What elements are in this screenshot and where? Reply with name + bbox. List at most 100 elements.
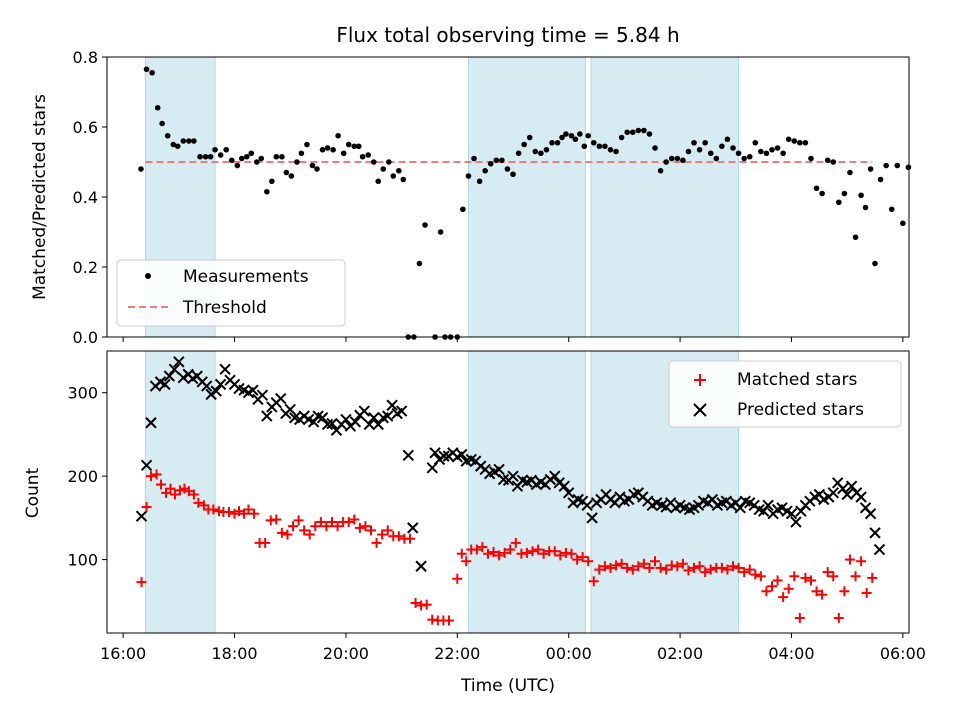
top-y-axis-title: Matched/Predicted stars (30, 94, 50, 300)
predicted-star-point (845, 480, 858, 492)
predicted-star-point (135, 510, 148, 522)
measurement-point (607, 146, 614, 153)
predicted-star-point (762, 499, 774, 512)
matched-star-point (739, 567, 750, 578)
measurement-point (652, 145, 658, 151)
bottom-xtick-label: 22:00 (434, 644, 480, 663)
matched-star-point (354, 522, 365, 533)
matched-star-point (404, 533, 415, 544)
measurement-point (154, 104, 161, 111)
matched-star-point (145, 471, 156, 482)
measurement-point (309, 162, 316, 169)
bottom-xtick-label: 20:00 (323, 644, 369, 663)
matched-star-point (527, 546, 538, 557)
matched-star-point (141, 502, 152, 513)
measurement-point (532, 148, 539, 155)
measurement-point (674, 155, 681, 162)
measurement-point (646, 131, 653, 137)
bottom-plot-frame (106, 350, 910, 634)
predicted-star-point (785, 507, 798, 520)
matched-star-point (677, 558, 688, 569)
matched-star-point (174, 485, 185, 496)
measurement-point (862, 204, 869, 211)
bottom-legend: Matched stars Predicted stars (668, 360, 902, 428)
predicted-star-point (429, 447, 441, 459)
measurement-point (691, 139, 697, 146)
matched-star-point (533, 544, 544, 555)
measurement-point (400, 176, 407, 183)
matched-star-point (616, 558, 627, 569)
measurement-point (340, 150, 347, 157)
matched-star-point (136, 577, 147, 588)
measurement-point (563, 131, 569, 137)
measurement-point (521, 141, 527, 148)
chart-title: Flux total observing time = 5.84 h (336, 23, 679, 47)
top-ytick-label: 0.6 (73, 118, 98, 137)
predicted-star-point (261, 410, 273, 422)
measurement-point (238, 155, 245, 162)
measurement-point (769, 146, 775, 153)
measurement-point (841, 190, 848, 197)
matched-star-point (650, 556, 661, 567)
measurement-point (808, 155, 814, 162)
measurement-point (460, 206, 466, 213)
measurement-point (465, 173, 472, 179)
measurement-point (883, 162, 889, 169)
matched-star-point (421, 599, 432, 610)
measurement-point (138, 166, 144, 172)
matched-star-point (169, 489, 180, 500)
matched-star-point (165, 483, 176, 494)
bottom-xtick-label: 06:00 (880, 644, 926, 663)
matched-star-point (750, 569, 761, 580)
matched-star-point (471, 544, 482, 555)
measurement-point (543, 146, 550, 153)
predicted-star-point (873, 543, 886, 556)
measurement-point (202, 153, 209, 160)
measurement-point (559, 134, 565, 141)
predicted-star-point (827, 487, 839, 499)
measurement-point (416, 260, 423, 267)
legend-label-matched: Matched stars (737, 370, 857, 390)
measurement-point (872, 260, 878, 267)
matched-star-point (689, 562, 700, 573)
matched-star-point (794, 612, 805, 623)
measurement-point (370, 159, 377, 165)
measurement-point (223, 146, 229, 153)
measurement-point (298, 150, 305, 157)
measurement-point (894, 162, 901, 169)
measurement-point (422, 222, 428, 228)
matched-star-point (276, 527, 287, 538)
bottom-x-axis-title: Time (UTC) (460, 676, 555, 696)
bottom-span-1 (467, 350, 586, 634)
matched-star-point (728, 561, 739, 572)
top-y-axis: 0.0 0.2 0.4 0.6 0.8 (73, 48, 107, 347)
predicted-star-point (284, 403, 296, 416)
matched-star-point (494, 550, 505, 561)
measurement-point (867, 166, 874, 172)
measurement-point (852, 234, 859, 241)
matched-star-point (332, 521, 343, 532)
matched-star-point (805, 575, 816, 586)
predicted-star-point (368, 412, 380, 424)
measurement-point (696, 146, 703, 153)
measurement-points (138, 66, 912, 340)
measurement-point (624, 129, 630, 136)
measurement-point (355, 143, 362, 150)
matched-star-point (694, 561, 705, 572)
predicted-star-point (841, 488, 853, 501)
measurement-point (515, 150, 522, 157)
measurement-point (797, 139, 803, 146)
predicted-star-point (734, 502, 746, 514)
predicted-stars-points (135, 356, 886, 572)
measurement-point (568, 132, 575, 139)
top-panel: 0.0 0.2 0.4 0.6 0.8 Flux total observing tim… (30, 23, 912, 347)
measurement-point (719, 143, 725, 150)
measurement-point (390, 173, 397, 179)
predicted-star-point (456, 448, 468, 461)
bottom-ytick-label: 100 (67, 551, 98, 570)
top-x-ticks (122, 337, 904, 342)
matched-star-point (456, 548, 467, 559)
measurement-point (396, 167, 402, 174)
matched-star-point (360, 521, 371, 532)
matched-star-point (382, 525, 393, 536)
